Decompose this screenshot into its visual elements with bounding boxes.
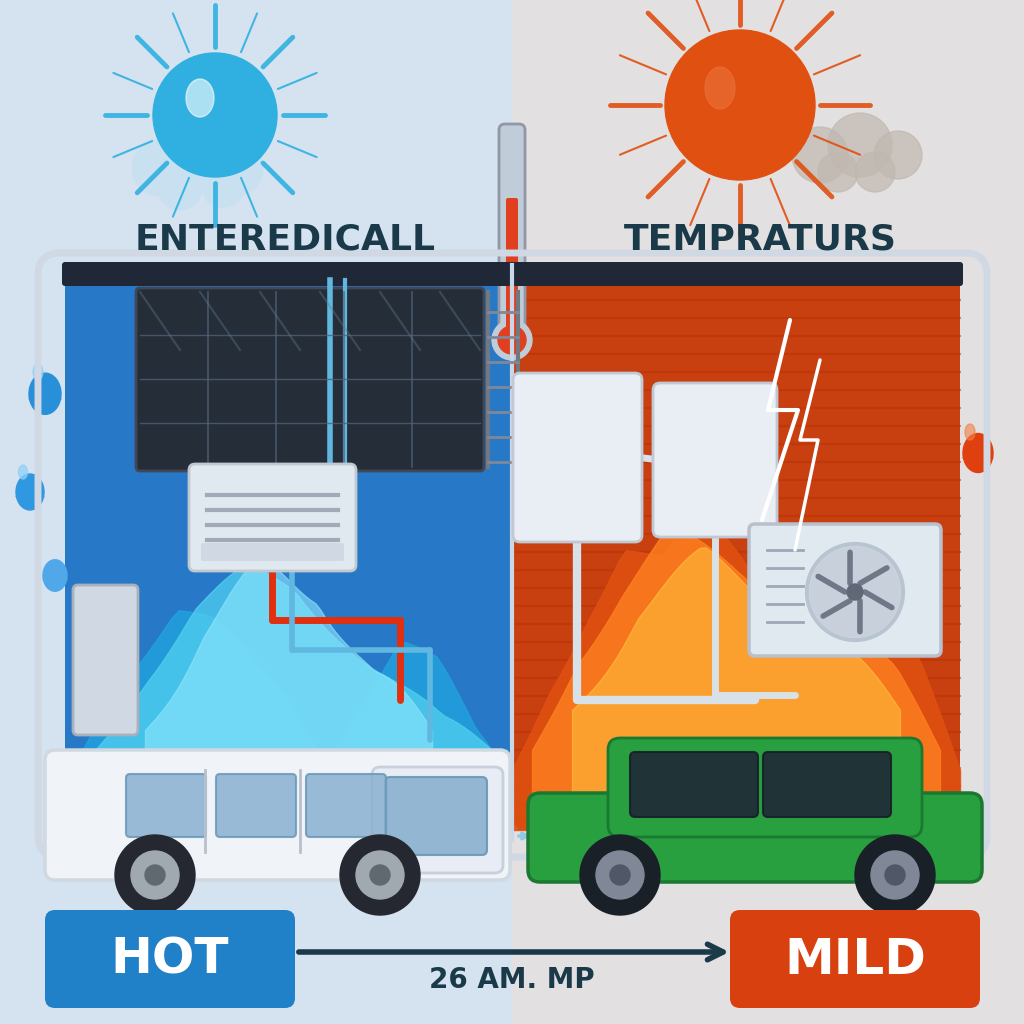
Polygon shape: [29, 375, 61, 399]
Text: HOT: HOT: [111, 936, 229, 984]
Circle shape: [498, 326, 526, 354]
Circle shape: [158, 166, 202, 210]
Text: TEMPRATURS: TEMPRATURS: [624, 223, 896, 257]
FancyBboxPatch shape: [653, 383, 777, 537]
FancyBboxPatch shape: [45, 750, 510, 880]
Circle shape: [492, 319, 532, 360]
FancyBboxPatch shape: [630, 752, 758, 817]
FancyBboxPatch shape: [306, 774, 386, 837]
FancyBboxPatch shape: [499, 124, 525, 336]
FancyBboxPatch shape: [45, 910, 295, 1008]
FancyBboxPatch shape: [506, 198, 518, 332]
Circle shape: [131, 851, 179, 899]
FancyBboxPatch shape: [749, 524, 941, 656]
FancyBboxPatch shape: [136, 288, 484, 471]
Ellipse shape: [29, 373, 61, 415]
FancyBboxPatch shape: [513, 373, 642, 542]
Circle shape: [340, 835, 420, 915]
Circle shape: [855, 835, 935, 915]
FancyBboxPatch shape: [763, 752, 891, 817]
Ellipse shape: [186, 79, 214, 117]
FancyBboxPatch shape: [73, 585, 138, 735]
Text: ENTEREDICALL: ENTEREDICALL: [134, 223, 435, 257]
Circle shape: [885, 865, 905, 885]
FancyBboxPatch shape: [216, 774, 296, 837]
Circle shape: [871, 851, 919, 899]
Polygon shape: [16, 475, 44, 497]
FancyBboxPatch shape: [385, 777, 487, 855]
Ellipse shape: [963, 433, 993, 472]
Circle shape: [874, 131, 922, 179]
Circle shape: [201, 163, 245, 207]
Polygon shape: [963, 435, 993, 458]
Bar: [512, 0, 1024, 1024]
Circle shape: [847, 584, 863, 600]
Circle shape: [132, 140, 188, 196]
Ellipse shape: [16, 474, 44, 510]
Ellipse shape: [33, 364, 43, 380]
Ellipse shape: [965, 424, 975, 440]
Bar: [0, 0, 512, 1024]
FancyBboxPatch shape: [730, 910, 980, 1008]
FancyBboxPatch shape: [608, 738, 922, 837]
Text: 26 AM. MP: 26 AM. MP: [429, 966, 595, 994]
FancyBboxPatch shape: [62, 262, 963, 286]
Ellipse shape: [705, 67, 735, 109]
Circle shape: [855, 152, 895, 193]
Circle shape: [153, 53, 278, 177]
Text: MILD: MILD: [784, 936, 926, 984]
Circle shape: [810, 547, 900, 637]
Ellipse shape: [18, 465, 28, 479]
Polygon shape: [43, 561, 67, 580]
Circle shape: [356, 851, 404, 899]
FancyBboxPatch shape: [189, 464, 356, 571]
Circle shape: [115, 835, 195, 915]
FancyBboxPatch shape: [528, 793, 982, 882]
FancyBboxPatch shape: [201, 543, 344, 561]
Circle shape: [370, 865, 390, 885]
Circle shape: [145, 865, 165, 885]
FancyBboxPatch shape: [512, 280, 961, 830]
FancyBboxPatch shape: [65, 280, 512, 830]
Circle shape: [159, 122, 231, 194]
Circle shape: [207, 140, 263, 196]
Ellipse shape: [43, 560, 67, 591]
Circle shape: [610, 865, 630, 885]
Circle shape: [828, 113, 892, 177]
Circle shape: [665, 30, 815, 180]
Circle shape: [792, 127, 848, 183]
FancyBboxPatch shape: [126, 774, 206, 837]
Circle shape: [818, 152, 858, 193]
FancyBboxPatch shape: [372, 767, 503, 873]
Circle shape: [596, 851, 644, 899]
Circle shape: [580, 835, 660, 915]
